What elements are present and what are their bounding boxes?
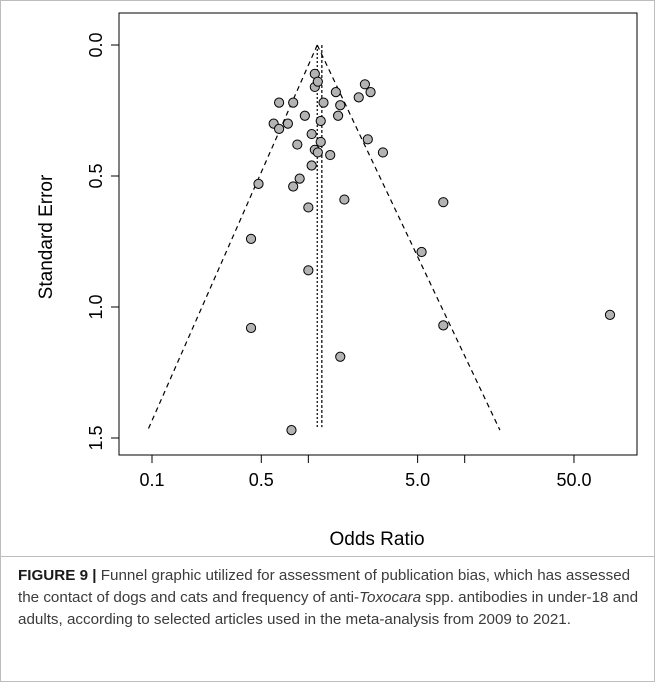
- study-point: [303, 202, 314, 213]
- study-point: [438, 197, 449, 208]
- study-point: [245, 233, 257, 244]
- study-point: [330, 87, 341, 98]
- study-point: [318, 97, 329, 108]
- figure-label: FIGURE 9: [18, 567, 89, 584]
- study-point: [294, 173, 305, 184]
- x-tick-label: 0.1: [139, 470, 164, 490]
- plot-box: [118, 12, 638, 456]
- study-point: [288, 97, 299, 108]
- caption-separator: |: [92, 567, 97, 584]
- funnel-right-line: [316, 44, 501, 431]
- y-tick-label: 0.5: [86, 163, 106, 188]
- x-axis: 0.1 0.5 5.0 50.0: [139, 455, 591, 490]
- study-point: [286, 425, 297, 436]
- study-point: [306, 160, 317, 171]
- study-point: [299, 110, 310, 121]
- y-tick-label: 1.5: [86, 425, 106, 450]
- study-point: [315, 136, 326, 148]
- figure-caption: FIGURE 9 | Funnel graphic utilized for a…: [18, 565, 640, 631]
- study-point: [335, 100, 346, 111]
- study-point: [306, 128, 317, 140]
- caption-text-1: Funnel graphic utilized for assessment o…: [18, 567, 631, 606]
- caption-text-2: spp. antibodies in under-18 and adults, …: [18, 589, 639, 628]
- study-point: [377, 147, 389, 158]
- study-point: [273, 123, 285, 134]
- study-point: [245, 322, 257, 334]
- study-point: [333, 110, 344, 121]
- funnel-left-line: [147, 44, 318, 431]
- caption-divider: [1, 556, 654, 557]
- study-point: [365, 87, 376, 98]
- study-point: [253, 178, 264, 189]
- y-axis: 0.0 0.5 1.0 1.5: [86, 32, 119, 451]
- study-point: [353, 92, 364, 103]
- study-point: [359, 79, 370, 90]
- study-point: [362, 134, 373, 145]
- study-point: [292, 139, 303, 150]
- study-point: [335, 351, 346, 362]
- x-tick-label: 5.0: [405, 470, 430, 490]
- study-point: [312, 147, 323, 158]
- y-tick-label: 1.0: [86, 294, 106, 319]
- y-tick-label: 0.0: [86, 32, 106, 57]
- y-axis-label: Standard Error: [36, 174, 57, 299]
- x-tick-label: 0.5: [249, 470, 274, 490]
- funnel-lines: [147, 44, 501, 431]
- study-point: [312, 76, 323, 87]
- study-point: [416, 246, 427, 258]
- x-tick-label: 50.0: [556, 470, 591, 490]
- study-point: [339, 194, 350, 205]
- study-point: [288, 181, 299, 192]
- x-axis-label: Odds Ratio: [329, 529, 424, 550]
- study-point: [273, 97, 285, 108]
- study-point: [282, 118, 294, 129]
- study-point: [315, 115, 326, 127]
- data-points: [245, 68, 616, 436]
- funnel-plot: 0.0 0.5 1.0 1.5 0.1 0.5 5.0 50.0 Odds Ratio St…: [36, 12, 638, 550]
- caption-italic: Toxocara: [359, 589, 422, 606]
- study-point: [325, 149, 336, 161]
- study-point: [438, 320, 449, 331]
- study-point: [604, 309, 616, 320]
- study-point: [303, 265, 314, 276]
